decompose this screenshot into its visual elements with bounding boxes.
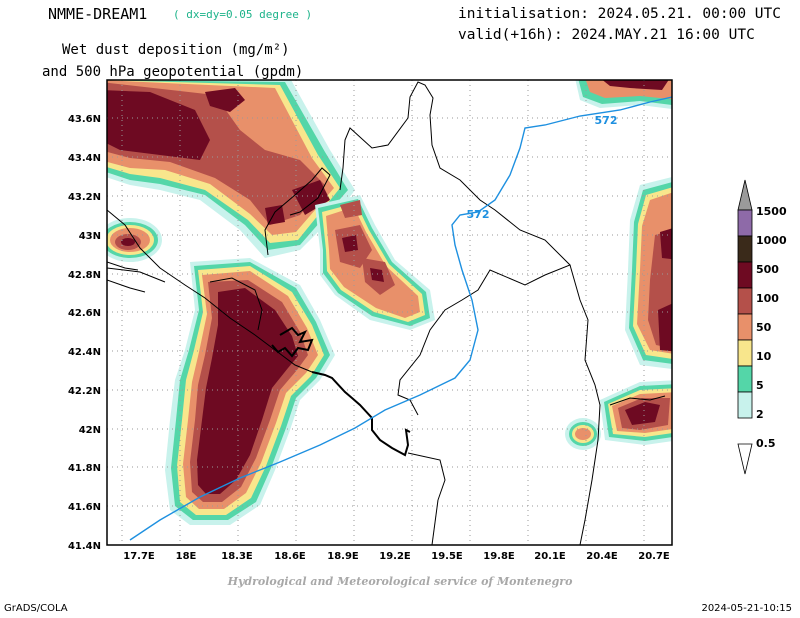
credit-text: Hydrological and Meteorological service … [227,575,573,588]
lon-label: 18.9E [327,551,359,562]
colorbar-swatch [737,287,753,315]
map-frame [106,79,673,546]
longitude-labels: 17.7E 18E 18.3E 18.6E 18.9E 19.2E 19.5E … [123,551,670,562]
software-label: GrADS/COLA [4,603,68,614]
lat-label: 43.6N [68,114,101,125]
dust-region-central [315,195,435,330]
colorbar-label: 2 [756,408,764,421]
contour-label-572-b: 572 [467,208,490,221]
lat-label: 41.6N [68,502,101,513]
lat-label: 42N [79,425,101,436]
resolution-label: ( dx=dy=0.05 degree ) [173,8,313,21]
colorbar-swatch [737,391,753,419]
colorbar-label: 5 [756,379,764,392]
lon-label: 19.5E [431,551,463,562]
lon-label: 20.4E [586,551,618,562]
colorbar [737,179,753,475]
lat-label: 42.4N [68,347,101,358]
generation-timestamp: 2024-05-21-10:15 [701,603,792,614]
lon-label: 18.6E [274,551,306,562]
lon-label: 17.7E [123,551,155,562]
lon-label: 19.2E [379,551,411,562]
map-title-line1: Wet dust deposition (mg/m²) [62,42,290,58]
lon-label: 20.1E [534,551,566,562]
lat-label: 43N [79,231,101,242]
map-title-line2: and 500 hPa geopotential (gpdm) [42,64,304,80]
dust-deposition-field [107,80,672,545]
lat-label: 41.4N [68,541,101,552]
colorbar-swatch [737,365,753,393]
colorbar-swatch [737,313,753,341]
dust-region-northwest [107,80,355,258]
lat-label: 43.2N [68,192,101,203]
lat-label: 43.4N [68,153,101,164]
colorbar-label: 1000 [756,234,787,247]
colorbar-label: 50 [756,321,772,334]
lat-label: 41.8N [68,463,101,474]
valid-time: valid(+16h): 2024.MAY.21 16:00 UTC [458,27,755,43]
lat-label: 42.2N [68,386,101,397]
colorbar-swatch [737,339,753,367]
colorbar-top-arrow [737,179,753,211]
lon-label: 18.3E [221,551,253,562]
lon-label: 19.8E [483,551,515,562]
colorbar-label: 0.5 [756,437,776,450]
colorbar-bottom-arrow [737,443,753,475]
model-name: NMME-DREAM1 [48,5,148,23]
colorbar-labels: 1500 1000 500 100 50 10 5 2 0.5 [756,205,787,450]
colorbar-swatch [737,209,753,237]
initialisation-time: initialisation: 2024.05.21. 00:00 UTC [458,6,782,22]
colorbar-label: 100 [756,292,779,305]
lat-label: 42.6N [68,308,101,319]
geopotential-contour-572 [129,96,672,541]
coastline [271,326,411,457]
colorbar-label: 500 [756,263,779,276]
lon-label: 20.7E [638,551,670,562]
colorbar-label: 10 [756,350,772,363]
lat-lon-grid [107,80,672,545]
lon-label: 18E [176,551,197,562]
latitude-labels: 43.6N 43.4N 43.2N 43N 42.8N 42.6N 42.4N … [68,114,101,552]
dust-region-southwest [165,258,335,525]
colorbar-swatch [737,261,753,289]
colorbar-label: 1500 [756,205,787,218]
colorbar-swatch [737,235,753,263]
dust-region-east [565,80,672,450]
lat-label: 42.8N [68,270,101,281]
contour-label-572-a: 572 [595,114,618,127]
